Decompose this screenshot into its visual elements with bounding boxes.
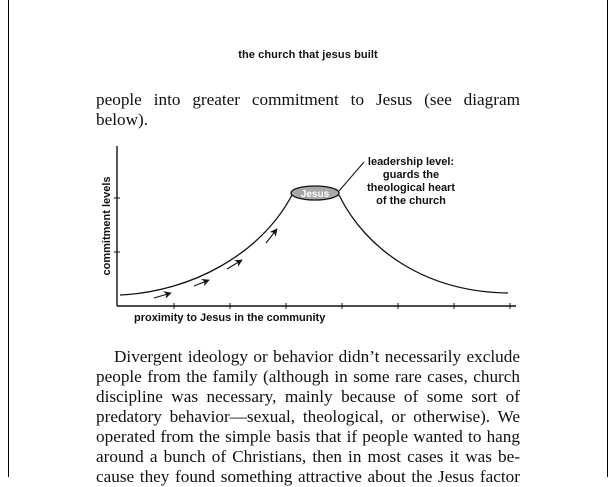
commitment-diagram: Jesus leadership level: guards the theol… <box>96 142 520 332</box>
annotation-line: leadership level: <box>368 156 454 168</box>
text-line: around a bunch of Christians, then in mo… <box>96 447 520 466</box>
text-line: discipline was necessary, mainly because… <box>96 387 520 406</box>
running-head: the church that jesus built <box>238 49 378 61</box>
jesus-peak-ellipse <box>290 185 340 201</box>
annotation-line: guards the <box>383 169 439 181</box>
peak-label: Jesus <box>301 189 330 200</box>
annotation-line: theological heart <box>367 182 455 194</box>
page-right-border <box>607 0 608 477</box>
y-axis-label: commitment levels <box>101 176 113 275</box>
commitment-curve <box>119 194 509 296</box>
progress-arrow <box>193 278 210 287</box>
book-page: the church that jesus built people into … <box>8 0 608 486</box>
text-line: below). <box>96 110 149 129</box>
annotation-line: of the church <box>376 195 446 207</box>
annotation-pointer <box>338 161 365 192</box>
text-line: predatory behavior—sexual, theological, … <box>96 407 520 426</box>
paragraph-intro: people into greater commitment to Jesus … <box>96 90 520 130</box>
paragraph-divergent: Divergent ideology or behavior didn’t ne… <box>96 347 520 487</box>
text-line: operated from the simple basis that if p… <box>96 427 520 446</box>
text-line: people from the family (although in some… <box>96 367 520 386</box>
page-left-border <box>8 0 9 477</box>
progress-arrow <box>153 291 172 299</box>
diagram-svg: Jesus leadership level: guards the theol… <box>101 146 516 324</box>
text-line: people into greater commitment to Jesus … <box>96 90 520 109</box>
text-line: cause they found something attractive ab… <box>96 467 520 486</box>
progress-arrow <box>226 259 243 270</box>
x-axis-label: proximity to Jesus in the community <box>134 312 326 324</box>
progress-arrow <box>265 228 278 244</box>
text-line: Divergent ideology or behavior didn’t ne… <box>114 347 520 366</box>
